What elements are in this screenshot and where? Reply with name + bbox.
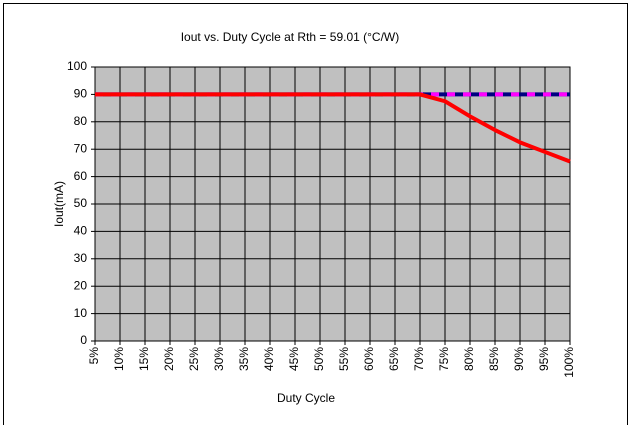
x-tick-label: 15% <box>137 347 151 371</box>
x-tick-label: 20% <box>162 347 176 371</box>
y-tick-label: 80 <box>74 114 88 128</box>
x-tick-label: 40% <box>262 347 276 371</box>
x-tick-label: 30% <box>212 347 226 371</box>
y-tick-label: 20 <box>74 278 88 292</box>
series-line <box>95 92 571 164</box>
chart-border <box>3 3 628 425</box>
y-tick-label: 100 <box>67 59 87 73</box>
y-tick-label: 40 <box>74 224 88 238</box>
y-tick-label: 0 <box>80 333 87 347</box>
y-tick-label: 90 <box>74 87 88 101</box>
x-tick-label: 25% <box>187 347 201 371</box>
y-tick-label: 70 <box>74 141 88 155</box>
x-tick-label: 50% <box>312 347 326 371</box>
x-tick-label: 45% <box>287 347 301 371</box>
x-tick-label: 95% <box>537 347 551 371</box>
x-tick-label: 90% <box>512 347 526 371</box>
x-tick-label: 65% <box>387 347 401 371</box>
x-tick-label: 35% <box>237 347 251 371</box>
x-tick-label: 10% <box>112 347 126 371</box>
y-tick-label: 30 <box>74 251 88 265</box>
y-tick-label: 50 <box>74 196 88 210</box>
x-tick-label: 80% <box>462 347 476 371</box>
x-tick-label: 5% <box>87 347 101 365</box>
x-tick-label: 85% <box>487 347 501 371</box>
x-axis-label: Duty Cycle <box>277 391 335 405</box>
x-tick-label: 60% <box>362 347 376 371</box>
y-axis-label: Iout(mA) <box>52 181 66 227</box>
y-tick-label: 10 <box>74 306 88 320</box>
chart-title: Iout vs. Duty Cycle at Rth = 59.01 (°C/W… <box>181 30 400 44</box>
x-tick-label: 75% <box>437 347 451 371</box>
x-tick-label: 55% <box>337 347 351 371</box>
y-tick-label: 60 <box>74 169 88 183</box>
x-tick-label: 70% <box>412 347 426 371</box>
x-tick-label: 100% <box>562 347 576 378</box>
